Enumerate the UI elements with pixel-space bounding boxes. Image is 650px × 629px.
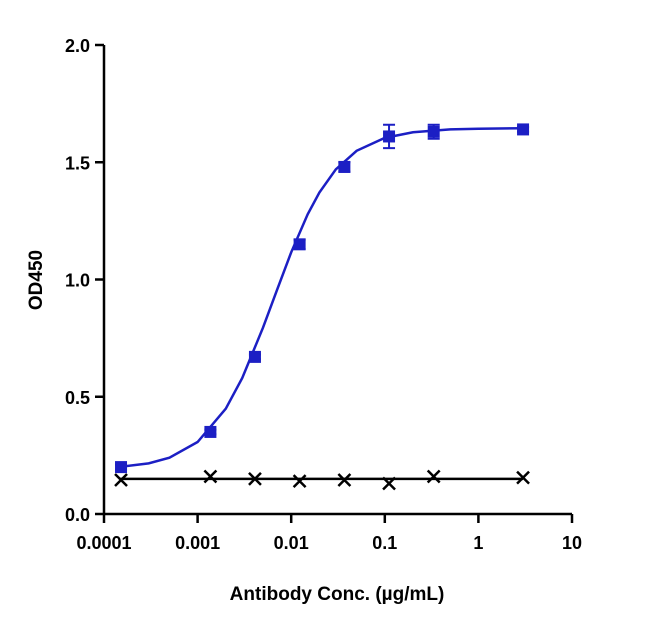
data-point	[292, 474, 307, 489]
data-point	[382, 476, 396, 491]
data-point	[115, 461, 128, 474]
data-point	[383, 130, 396, 143]
data-point	[337, 473, 352, 487]
x-axis-label: Antibody Conc. (µg/mL)	[230, 584, 445, 605]
y-tick-label: 0.5	[65, 388, 90, 408]
x-tick-label: 0.01	[274, 533, 309, 553]
data-point	[517, 123, 530, 136]
data-point	[426, 469, 441, 484]
y-axis-label: OD450	[26, 250, 47, 310]
fit-line	[120, 126, 524, 469]
x-tick-label: 0.1	[372, 533, 397, 553]
y-tick-label: 1.5	[65, 153, 90, 173]
data-point	[248, 471, 262, 486]
y-tick-label: 2.0	[65, 36, 90, 56]
data-point	[516, 470, 530, 485]
y-tick-label: 0.0	[65, 505, 90, 525]
data-point	[427, 125, 440, 138]
data-point	[204, 425, 217, 438]
data-point	[248, 350, 261, 363]
data-point	[114, 473, 128, 487]
x-tick-label: 1	[473, 533, 483, 553]
data-point	[203, 469, 218, 484]
x-tick-label: 10	[562, 533, 582, 553]
data-point	[338, 160, 351, 173]
x-tick-label: 0.001	[175, 533, 220, 553]
data-point	[293, 238, 306, 251]
x-tick-label: 0.0001	[76, 533, 131, 553]
y-tick-label: 1.0	[65, 271, 90, 291]
